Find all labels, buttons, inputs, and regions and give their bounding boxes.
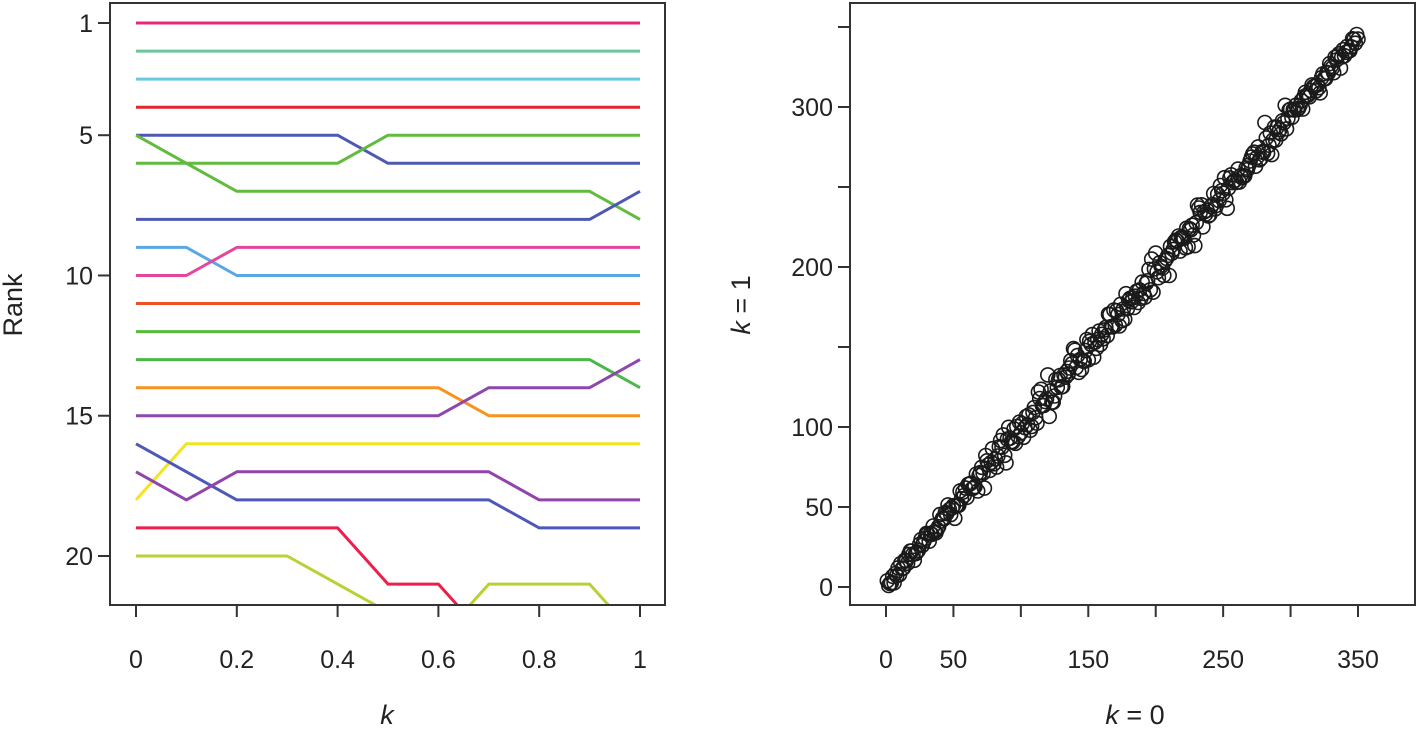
rank-y-tick-label: 10 [65, 262, 93, 290]
rank-line-6 [136, 133, 640, 165]
scatter-point [1045, 394, 1061, 411]
rank-line-17 [135, 442, 640, 530]
scatter-point [1142, 281, 1159, 298]
rank-line-18 [135, 470, 640, 502]
scatter-point [1079, 331, 1095, 348]
scatter-point [1218, 192, 1234, 208]
scatter-point [1219, 200, 1235, 217]
rank-y-tick-label: 15 [65, 403, 93, 431]
scatter-point [1273, 126, 1289, 142]
scatter-y-tick-label: 300 [791, 94, 833, 122]
scatter-point [1116, 311, 1133, 328]
rank-y-tick-label: 20 [65, 543, 93, 571]
scatter-point [957, 480, 974, 496]
rank-x-ticks: 0 0.2 0.4 0.6 0.8 1 [129, 605, 647, 674]
rank-line-8 [136, 189, 641, 221]
scatter-point [1040, 367, 1056, 383]
scatter-y-ticks: 0 50 100 200 300 [791, 26, 850, 602]
scatter-point [886, 575, 902, 591]
rank-line-21 [468, 582, 611, 605]
scatter-x-axis-title: k = 0 [1105, 700, 1164, 730]
rank-line-19 [136, 526, 460, 605]
scatter-x-tick-label: 50 [940, 646, 968, 674]
scatter-point [910, 542, 927, 559]
scatter-point [1347, 35, 1364, 52]
scatter-point [1099, 327, 1115, 344]
scatter-point [1085, 349, 1102, 366]
rank-x-tick-label: 0.2 [219, 646, 254, 674]
rank-x-tick-label: 0.8 [522, 646, 557, 674]
rank-x-axis-title: k [380, 700, 395, 730]
scatter-point [969, 483, 986, 499]
scatter-y-tick-label: 200 [791, 254, 833, 282]
scatter-point [906, 552, 923, 569]
scatter-y-tick-label: 100 [791, 414, 833, 442]
scatter-point [925, 518, 942, 534]
scatter-point [1335, 41, 1351, 58]
scatter-point [1312, 85, 1328, 101]
rank-y-axis-title: Rank [0, 273, 28, 337]
scatter-y-tick-label: 0 [819, 574, 833, 602]
scatter-y-tick-label: 50 [805, 494, 833, 522]
rank-line-16 [134, 442, 640, 501]
scatter-y-axis-title: k = 1 [726, 275, 756, 334]
rank-plot-frame [109, 2, 666, 606]
rank-y-tick-label: 1 [79, 10, 93, 38]
scatter-point [1061, 360, 1078, 376]
scatter-points [879, 26, 1366, 594]
scatter-x-tick-label: 250 [1202, 646, 1244, 674]
scatter-point [895, 560, 912, 576]
scatter-point [998, 455, 1014, 471]
rank-line-14 [136, 386, 640, 418]
rank-line-20 [136, 554, 379, 605]
scatter-point [1057, 369, 1074, 386]
rank-line-5 [136, 133, 640, 165]
scatter-x-tick-label: 150 [1067, 646, 1109, 674]
rank-line-7 [135, 133, 641, 221]
scatter-point [1161, 267, 1177, 284]
scatter-point [1184, 217, 1200, 233]
scatter-point [1041, 408, 1057, 425]
scatter-point [976, 480, 993, 496]
rank-lines [134, 21, 641, 605]
scatter-point [1294, 101, 1311, 117]
rank-line-15 [136, 358, 641, 418]
scatter-point [1270, 124, 1287, 141]
scatter-point [1029, 415, 1045, 431]
rank-line-9 [136, 245, 640, 277]
scatter-point [988, 459, 1005, 475]
scatter-point [1156, 267, 1172, 284]
rank-line-10 [136, 245, 640, 277]
scatter-point [1185, 227, 1202, 243]
scatter-x-tick-label: 0 [879, 646, 893, 674]
scatter-point [1145, 284, 1161, 301]
scatter-x-ticks: 0 50 150 250 350 [879, 605, 1379, 674]
scatter-point [1234, 169, 1250, 186]
rank-y-tick-label: 5 [79, 122, 93, 150]
rank-x-tick-label: 0.4 [320, 646, 355, 674]
scatter-chart: 0 50 150 250 350 0 50 100 200 300 k = 0 k = 1 [726, 2, 1416, 730]
rank-line-13 [136, 358, 641, 390]
scatter-point [1165, 241, 1181, 258]
scatter-point [1049, 379, 1066, 396]
rank-x-tick-label: 1 [633, 646, 647, 674]
scatter-point [1215, 185, 1231, 201]
scatter-point [1350, 31, 1366, 47]
rank-x-tick-label: 0.6 [421, 646, 456, 674]
scatter-x-tick-label: 350 [1337, 646, 1379, 674]
scatter-point [1095, 330, 1111, 347]
scatter-plot-frame [849, 2, 1416, 606]
scatter-point [1289, 101, 1306, 118]
scatter-point [996, 447, 1013, 464]
rank-x-tick-label: 0 [129, 646, 143, 674]
scatter-point [1187, 237, 1203, 254]
